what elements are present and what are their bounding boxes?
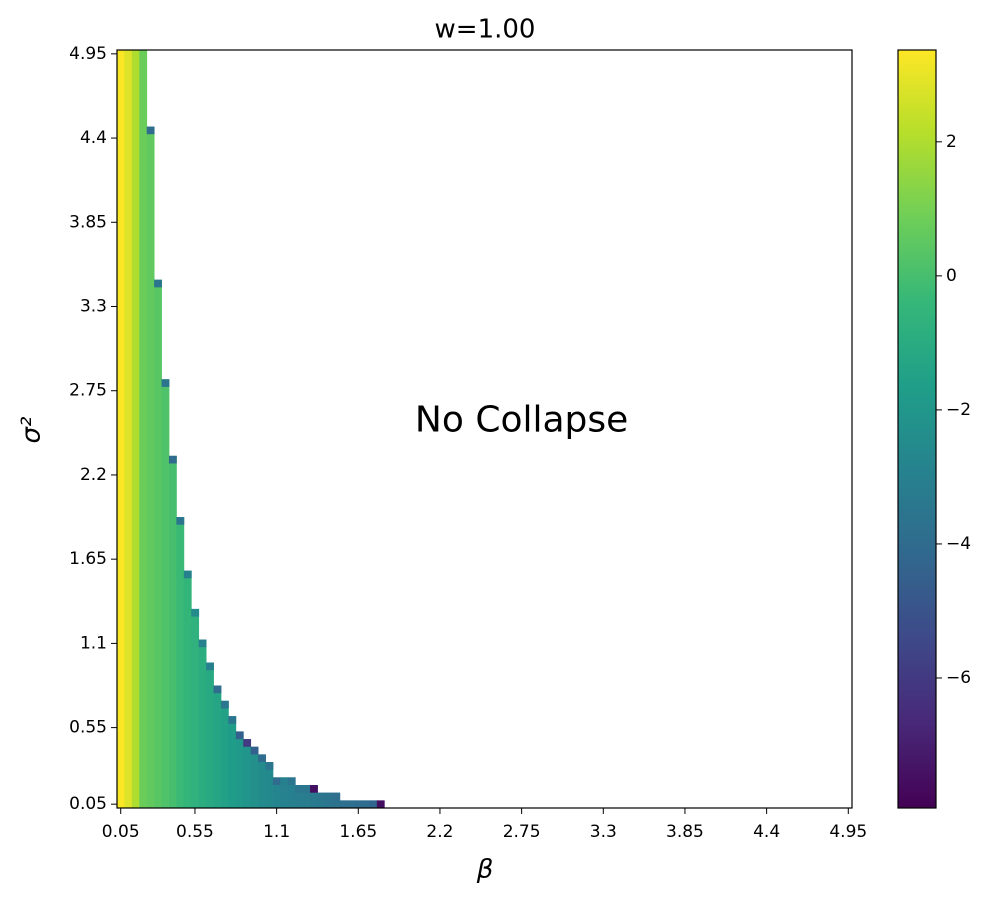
heat-cell <box>272 777 281 808</box>
heat-cell <box>198 639 207 808</box>
y-tick-label: 4.95 <box>69 44 107 64</box>
heat-cell <box>198 639 207 648</box>
heat-cell <box>265 762 274 770</box>
heat-cell <box>362 800 370 808</box>
heat-cell <box>332 792 341 801</box>
heat-cell <box>154 279 162 288</box>
heat-cell <box>354 800 363 808</box>
heat-cell <box>161 379 170 808</box>
colorbar-tick-label: −6 <box>946 668 971 688</box>
x-tick-label: 1.1 <box>263 822 290 842</box>
x-tick-label: 0.55 <box>176 822 214 842</box>
heat-cell <box>324 792 333 801</box>
heat-cell <box>339 800 348 808</box>
heat-cell <box>228 716 237 808</box>
heat-cell <box>206 662 214 808</box>
y-tick-label: 0.05 <box>69 794 107 814</box>
x-axis-label: β <box>476 855 494 885</box>
heat-cell <box>243 739 252 747</box>
x-tick-label: 2.75 <box>503 822 541 842</box>
colorbar <box>897 49 937 809</box>
heat-cell <box>310 785 318 808</box>
heat-cell <box>139 50 148 808</box>
heat-cell <box>280 777 289 808</box>
heat-cell <box>302 785 311 793</box>
heat-cell <box>176 517 185 525</box>
heat-cell <box>317 792 326 801</box>
y-tick-label: 2.75 <box>69 381 107 401</box>
heat-cell <box>176 517 185 808</box>
x-tick-label: 4.95 <box>829 822 867 842</box>
heat-cell <box>191 608 200 808</box>
heat-cell <box>235 731 244 740</box>
heat-cell <box>287 777 296 786</box>
x-tick-label: 3.85 <box>666 822 704 842</box>
x-tick-label: 0.05 <box>102 822 140 842</box>
heat-cell <box>183 570 192 579</box>
heat-cell <box>265 762 274 808</box>
y-tick-label: 3.85 <box>69 212 107 232</box>
y-tick-label: 1.65 <box>69 549 107 569</box>
y-tick-label: 0.55 <box>69 718 107 738</box>
x-tick-label: 3.3 <box>590 822 617 842</box>
heat-cell <box>280 777 289 786</box>
heat-cell <box>183 570 192 808</box>
heat-cell <box>250 746 259 755</box>
heat-cell <box>258 754 266 808</box>
heat-cell <box>213 685 222 694</box>
y-tick-label: 4.4 <box>80 128 107 148</box>
heat-cell <box>235 731 244 808</box>
heat-cell <box>131 50 140 808</box>
heat-cell <box>168 455 177 464</box>
y-tick-label: 1.1 <box>80 633 107 653</box>
colorbar-tick-label: −2 <box>946 400 971 420</box>
heat-cell <box>250 746 259 808</box>
heat-cell <box>168 455 177 808</box>
heat-cell <box>146 126 155 808</box>
x-tick-label: 2.2 <box>426 822 453 842</box>
heat-cell <box>191 608 200 617</box>
heat-cell <box>154 279 162 808</box>
heat-cell <box>258 754 266 763</box>
heat-cell <box>302 785 311 808</box>
y-axis-label: σ² <box>17 417 47 444</box>
heat-cell <box>376 800 385 808</box>
heat-cell <box>206 662 214 671</box>
heat-cell <box>347 800 355 808</box>
heat-cell <box>124 50 133 808</box>
plot-frame <box>116 49 853 809</box>
x-tick-label: 4.4 <box>753 822 780 842</box>
heat-cell <box>310 785 318 793</box>
heat-cell <box>295 785 304 808</box>
heat-cell <box>117 50 125 808</box>
annotation: No Collapse <box>415 399 628 440</box>
chart-title: w=1.00 <box>435 15 536 45</box>
heat-cell <box>146 126 155 135</box>
colorbar-tick-label: −4 <box>946 534 971 554</box>
heat-cell <box>287 777 296 808</box>
y-tick-label: 2.2 <box>80 465 107 485</box>
heat-cell <box>228 716 237 724</box>
y-tick-label: 3.3 <box>80 296 107 316</box>
x-tick-label: 1.65 <box>339 822 377 842</box>
colorbar-tick-label: 2 <box>946 132 957 152</box>
heat-cell <box>272 777 281 786</box>
heat-cell <box>220 700 229 709</box>
colorbar-tick-label: 0 <box>946 266 957 286</box>
heat-cell <box>161 379 170 387</box>
heat-cell <box>295 785 304 793</box>
heat-cell <box>220 700 229 808</box>
heat-cell <box>369 800 378 808</box>
heat-cell <box>213 685 222 808</box>
heat-cell <box>243 739 252 808</box>
